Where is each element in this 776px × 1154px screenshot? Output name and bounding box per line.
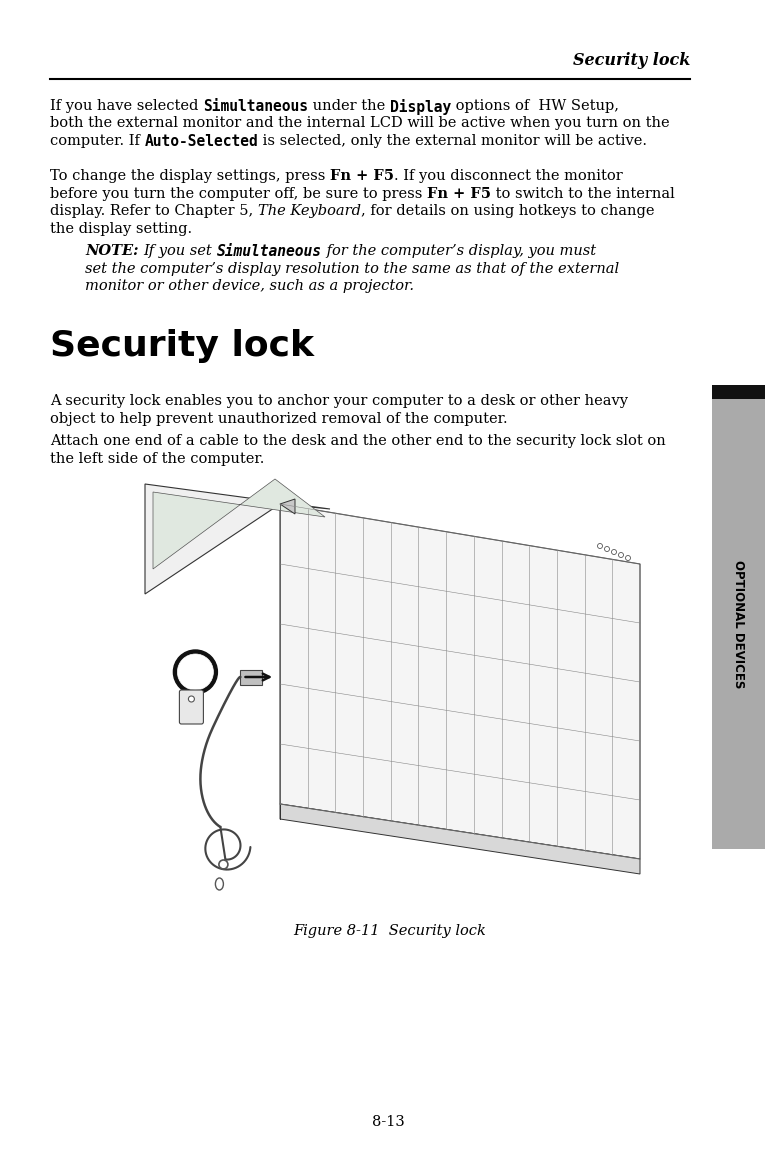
- Polygon shape: [280, 504, 640, 859]
- Polygon shape: [280, 804, 640, 874]
- Text: Simultaneous: Simultaneous: [203, 99, 308, 114]
- Bar: [712, 399, 765, 849]
- Text: Fn + F5: Fn + F5: [330, 168, 394, 183]
- Text: A security lock enables you to anchor your computer to a desk or other heavy: A security lock enables you to anchor yo…: [50, 394, 628, 409]
- Text: NOTE:: NOTE:: [85, 243, 144, 258]
- Text: Figure 8-11  Security lock: Figure 8-11 Security lock: [293, 924, 487, 938]
- Text: computer. If: computer. If: [50, 134, 144, 148]
- Text: to switch to the internal: to switch to the internal: [491, 187, 675, 201]
- Text: The Keyboard: The Keyboard: [258, 204, 361, 218]
- Text: set the computer’s display resolution to the same as that of the external: set the computer’s display resolution to…: [85, 262, 619, 276]
- Bar: [241, 669, 262, 684]
- Text: Auto-Selected: Auto-Selected: [144, 134, 258, 149]
- Text: object to help prevent unauthorized removal of the computer.: object to help prevent unauthorized remo…: [50, 412, 508, 426]
- Text: the left side of the computer.: the left side of the computer.: [50, 451, 265, 465]
- Text: Simultaneous: Simultaneous: [217, 243, 322, 258]
- Text: If you have selected: If you have selected: [50, 99, 203, 113]
- Text: OPTIONAL DEVICES: OPTIONAL DEVICES: [732, 560, 745, 688]
- Text: Security lock: Security lock: [573, 52, 690, 69]
- Text: both the external monitor and the internal LCD will be active when you turn on t: both the external monitor and the intern…: [50, 117, 670, 130]
- Polygon shape: [280, 499, 295, 514]
- Text: for the computer’s display, you must: for the computer’s display, you must: [322, 243, 596, 258]
- FancyBboxPatch shape: [179, 690, 203, 724]
- Circle shape: [173, 650, 217, 694]
- Text: To change the display settings, press: To change the display settings, press: [50, 168, 330, 183]
- Text: before you turn the computer off, be sure to press: before you turn the computer off, be sur…: [50, 187, 427, 201]
- Text: , for details on using hotkeys to change: , for details on using hotkeys to change: [361, 204, 654, 218]
- Text: is selected, only the external monitor will be active.: is selected, only the external monitor w…: [258, 134, 647, 148]
- Polygon shape: [153, 479, 325, 569]
- Circle shape: [178, 654, 213, 690]
- Text: . If you disconnect the monitor: . If you disconnect the monitor: [394, 168, 623, 183]
- Text: display. Refer to Chapter 5,: display. Refer to Chapter 5,: [50, 204, 258, 218]
- Text: Fn + F5: Fn + F5: [427, 187, 491, 201]
- Text: options of  HW Setup,: options of HW Setup,: [451, 99, 619, 113]
- Text: Attach one end of a cable to the desk and the other end to the security lock slo: Attach one end of a cable to the desk an…: [50, 434, 666, 448]
- Text: 8-13: 8-13: [372, 1115, 404, 1129]
- Bar: [712, 385, 765, 399]
- Text: If you set: If you set: [144, 243, 217, 258]
- Text: under the: under the: [308, 99, 390, 113]
- Text: Display: Display: [390, 99, 451, 115]
- Circle shape: [189, 696, 195, 702]
- Text: Security lock: Security lock: [50, 329, 314, 364]
- Text: monitor or other device, such as a projector.: monitor or other device, such as a proje…: [85, 279, 414, 293]
- Text: the display setting.: the display setting.: [50, 222, 192, 235]
- Polygon shape: [145, 484, 330, 594]
